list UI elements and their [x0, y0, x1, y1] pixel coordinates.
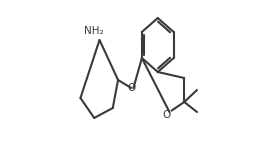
- Text: NH₂: NH₂: [84, 26, 104, 36]
- Text: O: O: [127, 83, 136, 93]
- Text: O: O: [162, 110, 170, 120]
